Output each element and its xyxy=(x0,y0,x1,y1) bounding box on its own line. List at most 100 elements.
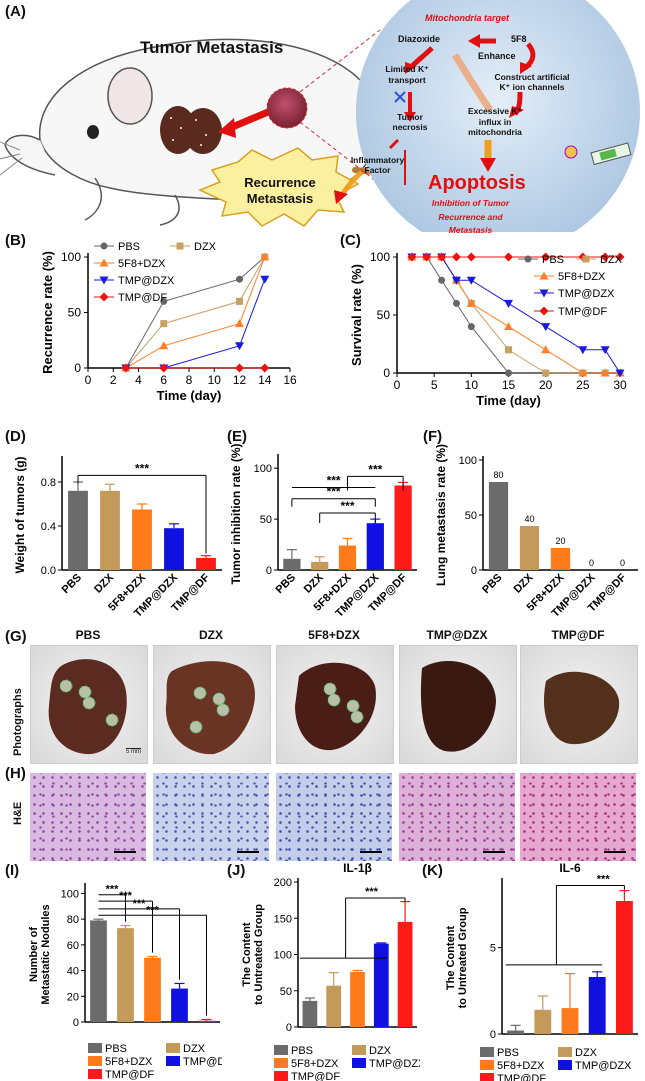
data-label: 20 xyxy=(555,536,565,546)
sig-label: *** xyxy=(327,485,341,499)
scale-bar xyxy=(114,851,136,853)
y-axis-title: The Contentto Untreated Group xyxy=(241,904,265,1005)
y-tick-label: 5 xyxy=(490,943,496,955)
he-stain-image xyxy=(153,773,269,861)
tumor-necrosis-label: Tumor necrosis xyxy=(392,112,428,132)
y-tick-label: 0 xyxy=(286,1022,292,1034)
data-point xyxy=(236,297,243,305)
chart-metastatic-nodules: 0 20 40 60 80 100 Number ofMetastatic Nodules *… xyxy=(28,883,222,1081)
data-point xyxy=(466,252,476,262)
legend-swatch xyxy=(166,1056,180,1066)
metastatic-nodule xyxy=(105,713,119,727)
x-tick-label: 15 xyxy=(502,378,516,392)
legend-label: 5F8+DZX xyxy=(497,1060,545,1072)
y-tick-label: 0 xyxy=(74,361,81,375)
y-tick-label: 50 xyxy=(260,514,272,526)
legend-label: PBS xyxy=(291,1045,313,1057)
bar-dzx xyxy=(100,490,120,570)
data-label: 80 xyxy=(493,470,503,480)
sig-label: *** xyxy=(146,904,160,916)
legend-label: PBS xyxy=(497,1047,519,1059)
inhibition-label: Inhibition of Tumor Recurrence and Metasta… xyxy=(431,198,510,235)
x-tick-label: 5 xyxy=(431,378,438,392)
data-point xyxy=(236,275,243,283)
legend-label: TMP@DZX xyxy=(183,1056,222,1068)
legend-label: TMP@DZX xyxy=(558,288,615,300)
data-point xyxy=(504,299,513,308)
row-label-he: H&E xyxy=(12,801,24,825)
panel-label-h: (H) xyxy=(5,765,26,782)
data-point xyxy=(452,299,460,307)
photo-group-header: DZX xyxy=(199,628,223,642)
y-tick-label: 0.0 xyxy=(41,565,56,577)
x-tick-label: PBS xyxy=(480,572,504,596)
x-tick-label: PBS xyxy=(60,572,84,596)
panel-label-c: (C) xyxy=(340,232,361,249)
y-tick-label: 100 xyxy=(274,950,292,962)
legend-label: DZX xyxy=(600,254,623,266)
bar-5f8dzx xyxy=(132,509,152,570)
x-tick-label: 8 xyxy=(186,373,193,387)
x-tick-label: DZX xyxy=(512,571,537,596)
legend-label: PBS xyxy=(542,254,564,266)
bar-tmpdzx xyxy=(164,528,184,570)
he-stain-image xyxy=(520,773,636,861)
x-tick-label: 0 xyxy=(394,378,401,392)
legend-label: DZX xyxy=(369,1045,392,1057)
data-point xyxy=(600,252,610,262)
liver-photo: 5 mm xyxy=(30,645,148,764)
data-point xyxy=(159,363,169,373)
row-label-photographs: Photographs xyxy=(12,688,24,756)
he-stain-image xyxy=(399,773,515,861)
legend-marker xyxy=(99,276,109,285)
data-point xyxy=(407,252,417,262)
data-point xyxy=(235,319,244,328)
metastatic-nodule xyxy=(82,696,96,710)
data-label: 0 xyxy=(589,558,594,568)
legend-marker xyxy=(176,242,184,250)
metastatic-nodule xyxy=(212,692,226,706)
panel-label-g: (G) xyxy=(5,628,27,645)
liver-tissue xyxy=(165,661,255,755)
y-tick-label: 60 xyxy=(67,940,79,952)
liver-tissue xyxy=(295,662,376,751)
x-tick-label: 14 xyxy=(258,373,272,387)
he-stain-image xyxy=(276,773,392,861)
legend-swatch xyxy=(88,1043,102,1053)
legend-swatch xyxy=(274,1071,288,1081)
panel-label-b: (B) xyxy=(5,232,26,249)
data-point xyxy=(466,276,476,285)
legend-swatch xyxy=(88,1056,102,1066)
chart-il6: 0 5 The Contentto Untreated Group IL-6 *** PB… xyxy=(445,862,638,1081)
he-stain-image xyxy=(30,773,146,861)
series-line-dzx xyxy=(125,256,266,369)
lung-dots xyxy=(170,117,207,146)
chart-recurrence-rate: 0 2 4 6 8 10 12 14 16 0 50 100 Time (day) Recurrence … xyxy=(40,241,297,403)
legend-label: TMP@DF xyxy=(558,306,607,318)
legend-label: TMP@DF xyxy=(291,1071,340,1081)
bar-dzx xyxy=(311,561,329,570)
bar-tmpdzx xyxy=(171,988,188,1022)
legend-label: 5F8+DZX xyxy=(118,258,166,270)
sig-label: *** xyxy=(365,886,379,898)
mouse-head xyxy=(4,134,56,176)
mouse-ear xyxy=(107,67,153,125)
y-tick-label: 100 xyxy=(61,888,79,900)
bar-dzx xyxy=(117,928,134,1022)
data-point xyxy=(437,252,447,262)
y-axis-title: Lung metastasis rate (%) xyxy=(434,444,448,586)
excessive-k-label: Excessive K⁺ influx in mitochondria xyxy=(467,106,523,137)
data-point xyxy=(504,252,513,262)
data-point xyxy=(600,368,610,377)
sig-label: *** xyxy=(119,890,133,902)
legend-marker xyxy=(539,289,549,298)
y-axis-title: Tumor inhibition rate (%) xyxy=(229,443,243,584)
data-point xyxy=(451,252,461,262)
scale-bar: 5 mm xyxy=(126,748,141,755)
series-line-pbs xyxy=(125,256,266,369)
y-tick-label: 0 xyxy=(383,366,390,380)
legend-label: PBS xyxy=(118,241,140,253)
legend-label: 5F8+DZX xyxy=(105,1056,153,1068)
bar-pbs xyxy=(283,558,301,570)
panel-label-j: (J) xyxy=(227,862,246,879)
